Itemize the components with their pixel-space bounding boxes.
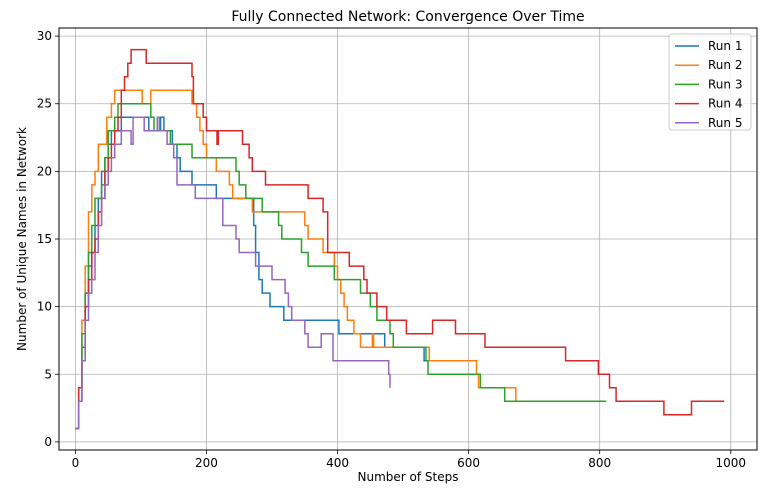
series-line-run-3	[75, 102, 607, 430]
y-axis-label: Number of Unique Names in Network	[15, 127, 29, 351]
legend-label: Run 1	[708, 39, 742, 53]
legend-label: Run 2	[708, 58, 742, 72]
y-tick-label: 5	[44, 367, 52, 381]
y-tick-label: 25	[37, 97, 52, 111]
x-tick-label: 800	[588, 456, 611, 470]
series-lines	[75, 48, 725, 430]
legend-label: Run 3	[708, 77, 742, 91]
y-tick-label: 20	[37, 164, 52, 178]
y-tick-label: 0	[44, 435, 52, 449]
legend: Run 1 Run 2 Run 3 Run 4 Run 5	[668, 33, 752, 131]
legend-label: Run 5	[708, 116, 742, 130]
y-tick-label: 15	[37, 232, 52, 246]
series-line-run-5	[75, 116, 391, 430]
series-line-run-2	[75, 89, 528, 430]
x-axis-label: Number of Steps	[358, 470, 459, 484]
x-tick-label: 600	[457, 456, 480, 470]
y-tick-label: 30	[37, 29, 52, 43]
x-tick-label: 0	[72, 456, 80, 470]
series-line-run-1	[75, 116, 430, 430]
legend-box	[668, 33, 752, 131]
chart-title: Fully Connected Network: Convergence Ove…	[231, 9, 584, 25]
y-tick-label: 10	[37, 300, 52, 314]
axes: 0 200 400 600 800 1000 0 5 10 15 20 25 30	[37, 29, 746, 470]
series-line-run-4	[75, 48, 725, 430]
x-tick-label: 1000	[716, 456, 747, 470]
x-tick-label: 400	[326, 456, 349, 470]
x-tick-label: 200	[195, 456, 218, 470]
legend-label: Run 4	[708, 97, 742, 111]
